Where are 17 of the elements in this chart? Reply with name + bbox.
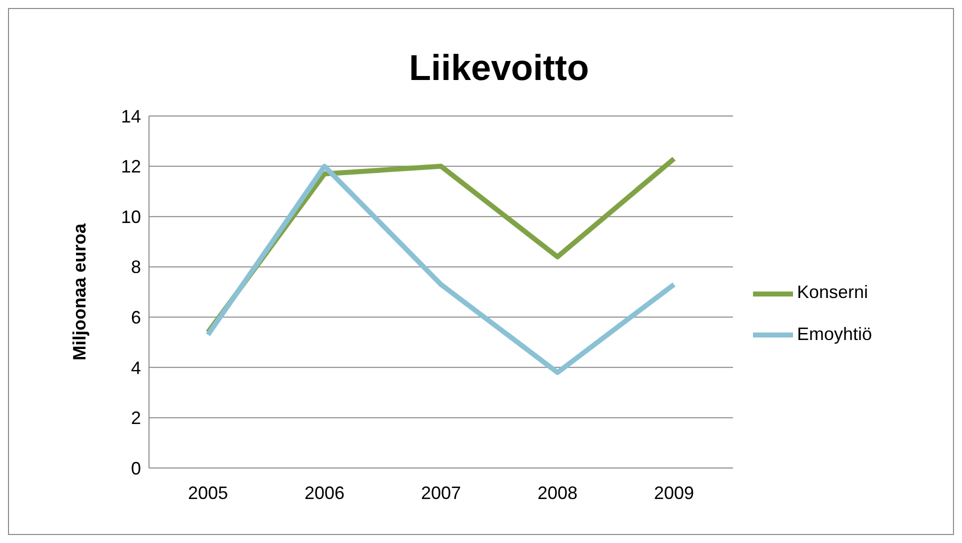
y-tick-label: 10 [120, 206, 141, 227]
y-tick-label: 14 [120, 106, 141, 126]
legend-label: Emoyhtiö [797, 324, 872, 344]
x-tick-label: 2008 [537, 482, 578, 503]
y-tick-label: 12 [120, 156, 141, 177]
y-tick-label: 4 [130, 358, 141, 378]
x-tick-label: 2006 [304, 482, 345, 503]
x-tick-label: 2009 [654, 482, 694, 503]
x-tick-label: 2005 [188, 482, 228, 503]
x-tick-label: 2007 [420, 482, 462, 503]
y-tick-label: 6 [130, 308, 141, 328]
y-tick-label: 2 [130, 408, 141, 428]
y-tick-label: 0 [130, 458, 141, 478]
y-axis-title: Miljoonaa euroa [69, 222, 90, 361]
legend-label: Konserni [797, 282, 868, 302]
y-tick-label: 8 [130, 257, 141, 278]
chart-title: Liikevoitto [408, 47, 590, 89]
